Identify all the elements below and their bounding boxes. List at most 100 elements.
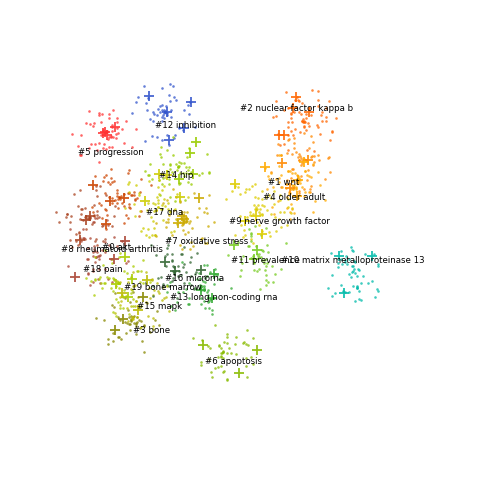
Point [175,124,183,132]
Point [293,171,301,179]
Point [192,284,199,292]
Point [355,288,363,296]
Point [114,128,122,136]
Point [103,206,110,214]
Point [170,206,177,214]
Point [252,206,260,214]
Point [91,140,99,148]
Point [99,178,107,186]
Point [141,320,148,328]
Point [203,288,211,296]
Point [179,126,187,134]
Point [94,252,102,260]
Point [124,180,132,188]
Text: #16 microrna: #16 microrna [165,274,225,283]
Point [145,225,152,233]
Point [270,210,278,218]
Point [251,180,259,188]
Point [120,140,128,147]
Point [148,176,156,184]
Point [95,110,103,118]
Point [113,189,121,197]
Point [142,278,150,286]
Point [220,348,228,356]
Point [302,126,309,134]
Point [162,262,170,270]
Point [252,204,260,212]
Point [75,228,83,236]
Point [355,266,363,274]
Point [90,212,98,220]
Point [315,87,322,95]
Point [125,202,133,210]
Point [93,207,101,215]
Point [185,278,193,286]
Point [182,169,190,177]
Point [214,354,221,362]
Point [174,163,182,171]
Point [158,118,165,126]
Point [169,262,177,270]
Point [160,200,167,207]
Point [263,206,271,214]
Point [150,110,158,118]
Point [181,230,189,238]
Point [97,118,105,126]
Point [66,225,74,233]
Point [114,280,122,287]
Point [175,122,183,130]
Point [288,165,296,173]
Point [115,332,123,340]
Point [101,140,108,148]
Point [135,316,143,324]
Point [155,190,163,198]
Point [165,211,173,219]
Point [287,108,295,116]
Point [113,124,121,132]
Point [89,202,96,210]
Point [111,202,118,210]
Point [123,117,130,125]
Point [96,252,103,260]
Point [143,298,151,306]
Point [128,191,136,199]
Point [108,126,115,134]
Point [228,188,236,196]
Point [316,182,323,190]
Point [116,195,124,203]
Point [218,348,226,356]
Point [114,204,122,212]
Point [150,286,158,294]
Point [92,314,100,322]
Point [155,203,162,211]
Point [277,150,285,158]
Point [204,222,211,230]
Point [118,336,125,344]
Point [262,282,270,290]
Point [150,224,158,232]
Point [285,134,293,142]
Point [90,201,98,209]
Point [149,199,157,207]
Point [207,294,215,302]
Point [160,112,167,120]
Point [271,187,278,195]
Point [326,136,333,144]
Point [137,188,144,196]
Point [109,287,116,295]
Point [93,241,101,249]
Point [223,333,231,341]
Point [108,255,116,263]
Point [223,350,231,358]
Point [298,156,306,164]
Point [101,248,109,256]
Point [301,192,308,200]
Point [277,152,285,160]
Point [207,368,215,376]
Point [351,258,359,266]
Point [290,108,297,116]
Point [369,276,376,284]
Point [251,259,258,267]
Point [80,234,88,241]
Point [347,242,355,250]
